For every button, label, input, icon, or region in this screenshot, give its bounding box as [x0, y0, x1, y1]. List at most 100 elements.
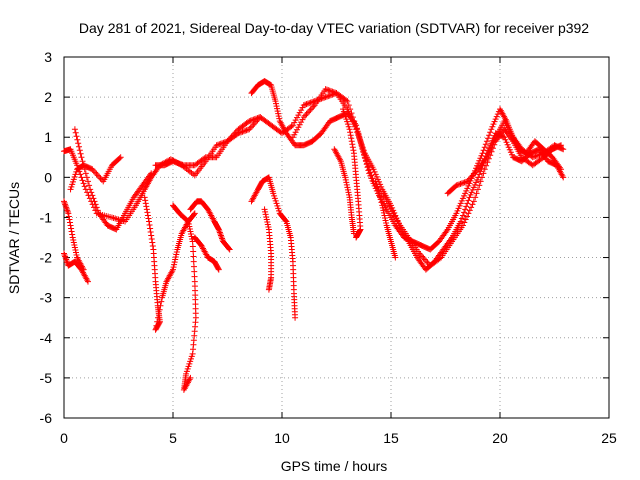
data-point — [215, 265, 222, 272]
data-point — [217, 140, 224, 147]
data-point — [349, 118, 356, 125]
data-point — [172, 256, 179, 263]
data-point — [190, 253, 197, 260]
data-point — [88, 189, 95, 196]
data-point — [459, 212, 466, 219]
data-point — [299, 116, 306, 123]
data-point — [458, 215, 465, 222]
data-point — [485, 151, 492, 158]
data-point — [84, 178, 91, 185]
chart-title: Day 281 of 2021, Sidereal Day-to-day VTE… — [79, 20, 589, 36]
data-point — [154, 318, 161, 325]
data-point — [68, 183, 75, 190]
data-point — [267, 81, 274, 88]
data-point — [191, 210, 198, 217]
data-point — [155, 310, 162, 317]
data-point — [347, 113, 354, 120]
data-point — [296, 121, 303, 128]
data-point — [323, 93, 330, 100]
data-point — [289, 122, 296, 129]
data-point — [505, 144, 512, 151]
data-point — [488, 126, 495, 133]
data-point — [275, 113, 282, 120]
data-point — [357, 138, 364, 145]
data-point — [392, 212, 399, 219]
data-point — [371, 168, 378, 175]
data-point — [394, 217, 401, 224]
data-point — [93, 204, 100, 211]
data-point — [489, 123, 496, 130]
x-axis-title: GPS time / hours — [281, 458, 388, 474]
data-point — [372, 171, 379, 178]
data-point — [463, 203, 470, 210]
data-point — [296, 109, 303, 116]
x-tick-label: 5 — [169, 430, 177, 446]
data-point — [529, 154, 536, 161]
data-point — [75, 143, 82, 150]
data-point — [157, 302, 164, 309]
data-point — [469, 201, 476, 208]
data-point — [93, 170, 100, 177]
data-point — [143, 203, 150, 210]
data-point — [173, 249, 180, 256]
data-point — [372, 178, 379, 185]
y-tick-label: -1 — [40, 209, 53, 225]
data-point — [380, 209, 387, 216]
data-point — [376, 193, 383, 200]
y-axis-title: SDTVAR / TECUs — [6, 182, 22, 294]
data-point — [73, 252, 80, 259]
data-point — [272, 197, 279, 204]
data-point — [477, 178, 484, 185]
data-point — [70, 237, 77, 244]
data-point — [344, 186, 351, 193]
data-point — [344, 184, 351, 191]
data-point — [340, 108, 347, 115]
data-point — [559, 145, 566, 152]
data-point — [189, 350, 196, 357]
data-point — [356, 135, 363, 142]
data-point — [345, 123, 352, 130]
data-point — [273, 100, 280, 107]
data-point — [454, 181, 461, 188]
data-point — [185, 220, 192, 227]
data-point — [453, 182, 460, 189]
data-point — [352, 123, 359, 130]
data-point — [319, 95, 326, 102]
data-point — [350, 147, 357, 154]
data-point — [187, 228, 194, 235]
data-point — [144, 209, 151, 216]
data-point — [152, 326, 159, 333]
data-point — [486, 149, 493, 156]
data-point — [295, 112, 302, 119]
data-point — [370, 166, 377, 173]
data-point — [307, 106, 314, 113]
data-point — [376, 190, 383, 197]
data-point — [170, 264, 177, 271]
data-point — [366, 170, 373, 177]
data-point — [171, 259, 178, 266]
data-point — [533, 152, 540, 159]
data-point — [81, 166, 88, 173]
data-point — [175, 160, 182, 167]
data-point — [304, 100, 311, 107]
data-point — [298, 107, 305, 114]
grid — [64, 57, 609, 418]
data-point — [190, 263, 197, 270]
data-point — [71, 173, 78, 180]
data-point — [468, 204, 475, 211]
x-tick-labels: 0 5 10 15 20 25 — [60, 430, 617, 446]
data-point — [306, 100, 313, 107]
data-point — [87, 186, 94, 193]
data-point — [80, 162, 87, 169]
data-point — [272, 98, 279, 105]
y-tick-label: -2 — [40, 250, 53, 266]
data-point — [71, 242, 78, 249]
data-point — [265, 286, 272, 293]
data-point — [343, 97, 350, 104]
data-point — [328, 88, 335, 95]
data-point — [348, 138, 355, 145]
data-point — [190, 211, 197, 218]
data-point — [360, 147, 367, 154]
data-point — [243, 127, 250, 134]
data-point — [347, 132, 354, 139]
